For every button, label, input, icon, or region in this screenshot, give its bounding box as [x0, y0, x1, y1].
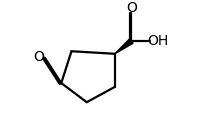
- Polygon shape: [115, 39, 133, 54]
- Text: OH: OH: [147, 34, 168, 48]
- Text: O: O: [126, 1, 137, 15]
- Text: O: O: [34, 50, 44, 64]
